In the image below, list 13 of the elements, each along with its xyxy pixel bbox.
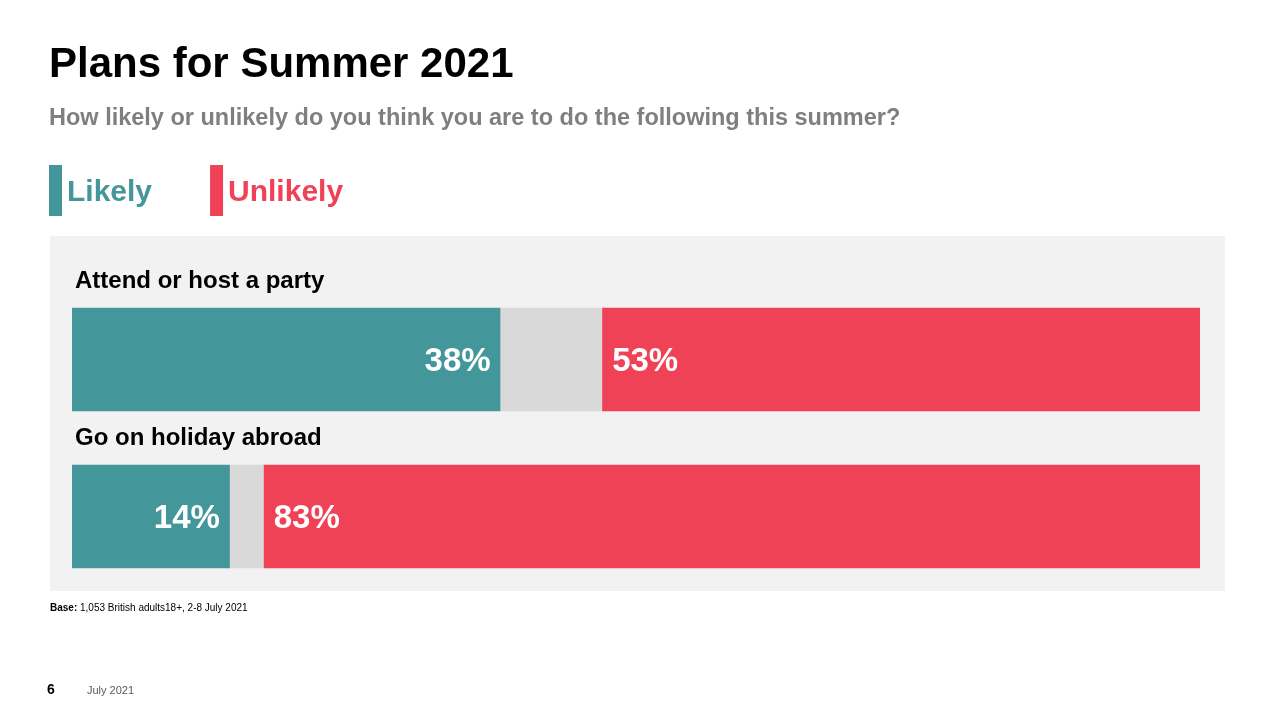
data-label: 14% xyxy=(153,498,220,535)
data-label: 38% xyxy=(424,341,491,378)
y-tick-label: Attend or host a party xyxy=(75,266,325,293)
text: 6 xyxy=(47,681,55,697)
data-label: 53% xyxy=(612,341,679,378)
chart-title: Plans for Summer 2021 xyxy=(49,38,514,86)
chart-subtitle: How likely or unlikely do you think you are to do the following this summer? xyxy=(49,104,901,130)
legend-label: Unlikely xyxy=(228,174,344,207)
text: July 2021 xyxy=(87,683,135,696)
data-label: 83% xyxy=(273,498,340,535)
text: Base: 1,053 British adults18+, 2-8 July 2021 xyxy=(50,601,249,613)
y-tick-label: Go on holiday abroad xyxy=(75,423,322,450)
legend-label: Likely xyxy=(67,174,153,207)
